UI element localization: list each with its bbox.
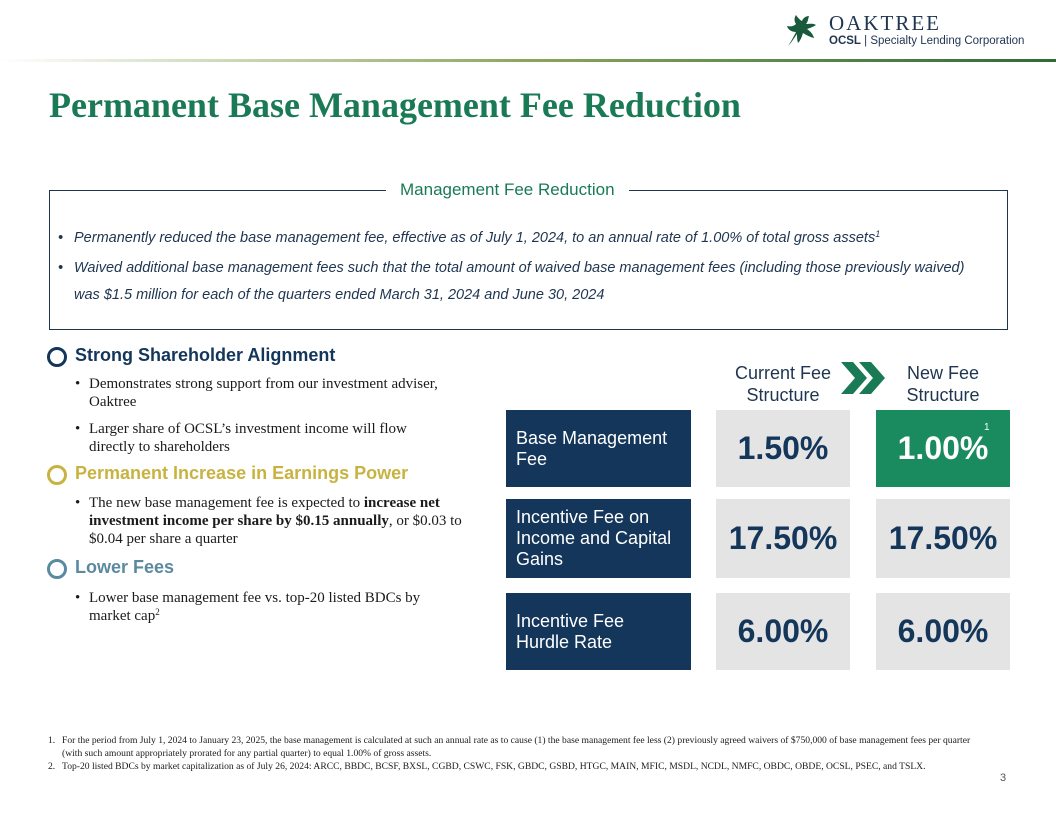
section-bullet: • Demonstrates strong support from our i… [75,375,445,411]
footnote-1: 1. For the period from July 1, 2024 to J… [48,734,988,760]
row-label-base-fee: Base Management Fee [506,410,691,487]
section-bullet: • Larger share of OCSL’s investment inco… [75,420,445,456]
cell-current-base-fee: 1.50% [716,410,850,487]
section-bullet-text: Larger share of OCSL’s investment income… [89,421,407,455]
column-header-new: New Fee Structure [906,363,980,405]
cell-current-incentive-fee: 17.50% [716,499,850,578]
section-marker-icon [47,347,67,367]
management-bullet-2: • Waived additional base management fees… [58,255,988,309]
bullet-dot: • [75,495,81,511]
bullet-dot: • [75,421,81,437]
cell-new-incentive-fee: 17.50% [876,499,1010,578]
management-bullet-1: • Permanently reduced the base managemen… [58,225,998,252]
footnote-ref-1: 1 [984,422,990,433]
footnote-text: For the period from July 1, 2024 to Janu… [62,735,971,759]
logo-subtitle: OCSL | Specialty Lending Corporation [829,35,1024,47]
footnote-number: 2. [48,761,56,772]
bullet-dot: • [75,590,81,606]
row-label-incentive-fee: Incentive Fee on Income and Capital Gain… [506,499,691,578]
column-header-current: Current Fee Structure [734,363,832,405]
earnings-bullet-post: , or $0.03 to $0.04 per share a quarter [89,513,462,547]
bullet-dot: • [58,230,64,246]
lower-fees-bullet-text: Lower base management fee vs. top-20 lis… [89,590,421,624]
footnote-ref-2: 2 [155,607,160,617]
page-title: Permanent Base Management Fee Reduction [49,85,741,125]
oak-leaf-logo-icon [787,15,816,46]
header-gradient-rule [0,59,1056,62]
row-label-hurdle-rate: Incentive Fee Hurdle Rate [506,593,691,670]
logo-wordmark: OAKTREE [829,11,941,35]
cell-new-base-fee-value: 1.00% [897,430,989,466]
page-number: 3 [1000,772,1007,784]
section-bullet-text: Demonstrates strong support from our inv… [89,376,438,410]
cell-current-hurdle-rate: 6.00% [716,593,850,670]
cell-new-hurdle-rate: 6.00% [876,593,1010,670]
section-heading-earnings: Permanent Increase in Earnings Power [75,463,409,483]
section-marker-icon [47,465,67,485]
management-box-title: Management Fee Reduction [386,180,629,200]
footnote-number: 1. [48,735,56,746]
section-bullet: • Lower base management fee vs. top-20 l… [75,589,455,625]
cell-new-base-fee: 1.00% 1 [876,410,1010,487]
footnote-ref-1: 1 [875,229,881,239]
section-bullet: • The new base management fee is expecte… [75,494,475,548]
section-marker-icon [47,559,67,579]
footnote-text: Top-20 listed BDCs by market capitalizat… [62,761,926,772]
bullet-dot: • [58,260,64,276]
section-heading-alignment: Strong Shareholder Alignment [75,345,336,365]
double-chevron-right-icon [841,362,885,394]
management-bullet-2-text: Waived additional base management fees s… [74,260,965,303]
logo-subtitle-text: | Specialty Lending Corporation [864,35,1025,47]
bullet-dot: • [75,376,81,392]
section-heading-lower-fees: Lower Fees [75,557,175,577]
logo-ticker: OCSL [829,35,861,47]
footnote-2: 2. Top-20 listed BDCs by market capitali… [48,760,988,773]
earnings-bullet-bold: increase net investment income per share… [89,495,440,529]
earnings-bullet-pre: The new base management fee is expected … [89,495,364,511]
management-bullet-1-text: Permanently reduced the base management … [74,230,876,246]
